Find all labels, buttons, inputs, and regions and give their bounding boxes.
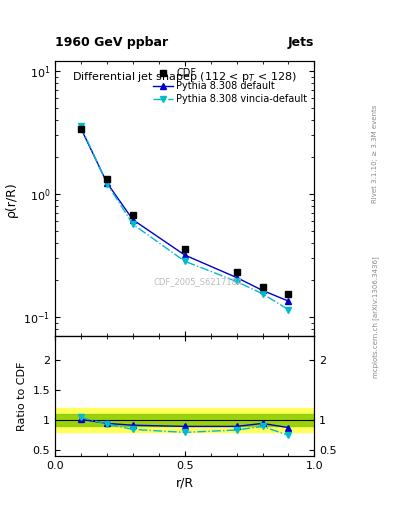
CDF [234,268,239,274]
X-axis label: r/R: r/R [176,476,194,489]
Pythia 8.308 vincia-default [79,123,83,130]
Line: Pythia 8.308 default: Pythia 8.308 default [78,126,291,304]
Text: mcplots.cern.ch [arXiv:1306.3436]: mcplots.cern.ch [arXiv:1306.3436] [372,257,379,378]
Pythia 8.308 default [234,274,239,281]
Text: Rivet 3.1.10; ≥ 3.3M events: Rivet 3.1.10; ≥ 3.3M events [372,104,378,203]
Pythia 8.308 vincia-default [286,307,291,313]
Pythia 8.308 default [260,287,265,293]
Pythia 8.308 default [79,125,83,132]
Pythia 8.308 default [286,298,291,304]
Bar [55,408,314,432]
Text: Differential jet shapep (112 < p$_T$ < 128): Differential jet shapep (112 < p$_T$ < 1… [72,70,297,83]
Pythia 8.308 default [182,252,187,258]
Pythia 8.308 vincia-default [105,180,109,186]
Y-axis label: Ratio to CDF: Ratio to CDF [17,361,27,431]
Legend: CDF, Pythia 8.308 default, Pythia 8.308 vincia-default: CDF, Pythia 8.308 default, Pythia 8.308 … [151,66,310,106]
CDF [260,284,265,290]
Text: Jets: Jets [288,36,314,49]
Y-axis label: ρ(r/R): ρ(r/R) [5,181,18,217]
Text: CDF_2005_S6217184: CDF_2005_S6217184 [153,277,242,286]
Pythia 8.308 vincia-default [260,291,265,297]
Pythia 8.308 vincia-default [234,279,239,285]
Line: CDF: CDF [77,125,292,297]
Pythia 8.308 default [105,180,109,186]
Pythia 8.308 vincia-default [182,258,187,264]
Line: Pythia 8.308 vincia-default: Pythia 8.308 vincia-default [78,124,291,312]
CDF [105,176,109,182]
CDF [182,246,187,252]
Text: 1960 GeV ppbar: 1960 GeV ppbar [55,36,168,49]
Pythia 8.308 vincia-default [130,221,135,227]
Pythia 8.308 default [130,217,135,223]
CDF [286,291,291,297]
CDF [79,126,83,132]
Bar [55,414,314,426]
CDF [130,211,135,218]
